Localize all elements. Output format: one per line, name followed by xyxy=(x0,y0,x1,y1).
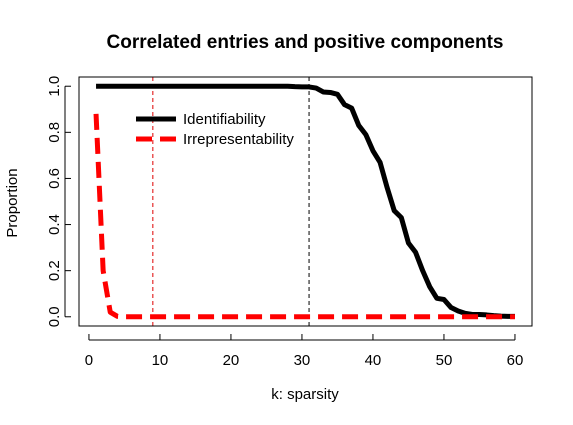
y-tick-label: 0.0 xyxy=(46,306,63,327)
y-tick-label: 0.8 xyxy=(46,122,63,143)
x-tick-label: 20 xyxy=(223,352,240,369)
y-tick-label: 0.2 xyxy=(46,260,63,281)
legend: Identifiability Irrepresentability xyxy=(136,111,294,148)
x-tick-label: 10 xyxy=(152,352,169,369)
x-axis: 0 10 20 30 40 50 60 xyxy=(85,334,524,369)
x-tick-label: 50 xyxy=(436,352,453,369)
x-tick-label: 0 xyxy=(85,352,93,369)
x-axis-label: k: sparsity xyxy=(271,386,339,403)
legend-label-identifiability: Identifiability xyxy=(183,111,266,128)
y-tick-label: 0.6 xyxy=(46,168,63,189)
legend-label-irrepresentability: Irrepresentability xyxy=(183,131,294,148)
plot-frame xyxy=(78,76,533,327)
series-line-identifiability xyxy=(96,83,515,319)
x-tick-label: 30 xyxy=(294,352,311,369)
y-axis-label: Proportion xyxy=(4,168,21,237)
x-tick-label: 60 xyxy=(507,352,524,369)
series-layer xyxy=(93,83,515,320)
series-line-irrepresentability xyxy=(93,113,515,320)
x-tick-label: 40 xyxy=(365,352,382,369)
y-axis: 0.0 0.2 0.4 0.6 0.8 1.0 xyxy=(46,76,71,327)
y-tick-label: 0.4 xyxy=(46,214,63,235)
chart-title: Correlated entries and positive componen… xyxy=(107,32,504,53)
y-tick-label: 1.0 xyxy=(46,76,63,97)
